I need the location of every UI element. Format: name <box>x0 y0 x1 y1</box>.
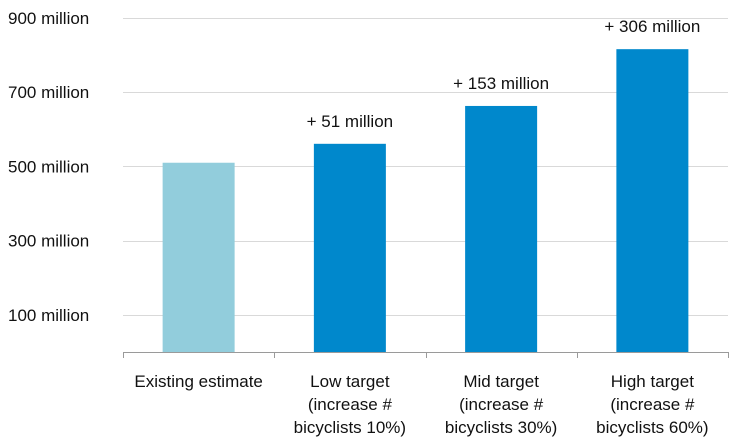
data-label: + 306 million <box>604 17 700 36</box>
x-tick-label-line: bicyclists 60%) <box>596 418 708 437</box>
x-tick-label-line: bicyclists 30%) <box>445 418 557 437</box>
data-label: + 51 million <box>307 112 393 131</box>
y-tick-label: 700 million <box>8 83 89 102</box>
x-tick-label: Mid target (increase # bicyclists 30%) <box>445 372 557 437</box>
x-tick-label-line: (increase # <box>610 395 695 414</box>
x-tick-label: Existing estimate <box>134 372 263 391</box>
x-tick-label-line: Existing estimate <box>134 372 263 391</box>
x-tick-label: High target (increase # bicyclists 60%) <box>596 372 708 437</box>
bar <box>465 105 538 352</box>
bar <box>313 143 386 352</box>
x-tick-label-line: (increase # <box>459 395 544 414</box>
x-tick-label-line: (increase # <box>308 395 393 414</box>
data-label: + 153 million <box>453 74 549 93</box>
y-tick-label: 100 million <box>8 306 89 325</box>
x-tick-label-line: Low target <box>310 372 390 391</box>
x-tick-label-line: bicyclists 10%) <box>294 418 406 437</box>
y-tick-label: 500 million <box>8 157 89 176</box>
bar <box>162 162 235 352</box>
bar <box>616 49 689 352</box>
x-tick-label-line: Mid target <box>463 372 539 391</box>
y-tick-label: 900 million <box>8 9 89 28</box>
x-tick-label: Low target (increase # bicyclists 10%) <box>294 372 406 437</box>
y-tick-label: 300 million <box>8 232 89 251</box>
x-tick-label-line: High target <box>611 372 694 391</box>
